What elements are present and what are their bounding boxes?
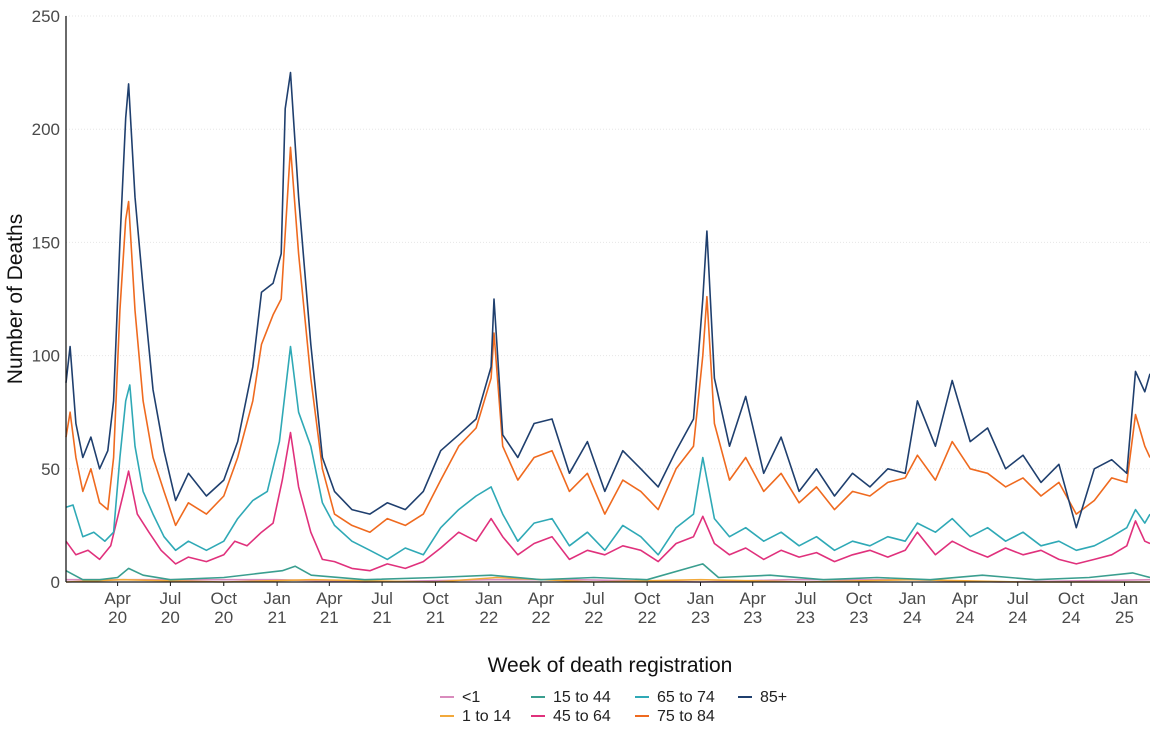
x-tick-label: Jul 21 <box>371 589 393 627</box>
x-tick-label: Jan 23 <box>687 589 714 627</box>
x-tick-label: Jan 21 <box>263 589 290 627</box>
y-tick-label: 100 <box>32 347 60 366</box>
axes <box>65 16 1150 583</box>
legend-label: 75 to 84 <box>657 708 715 725</box>
x-tick-label: Jul 24 <box>1007 589 1029 627</box>
x-tick-label: Oct 24 <box>1058 589 1085 627</box>
y-tick-label: 50 <box>41 460 60 479</box>
legend-label: 45 to 64 <box>553 708 611 725</box>
y-tick-labels: 0 50 100 150 200 250 <box>32 7 60 592</box>
x-tick-label: Apr 23 <box>739 589 766 627</box>
x-tick-label: Apr 22 <box>528 589 555 627</box>
x-tick-label: Oct 23 <box>846 589 873 627</box>
legend-label: 85+ <box>760 689 787 706</box>
series-line-2 <box>65 563 1150 581</box>
x-tick-labels: Apr 20 Jul 20 Oct 20 Jan 21 Apr 21 Jul 21 Oct 21 Jan 22… <box>104 582 1138 627</box>
x-tick-label: Oct 22 <box>634 589 661 627</box>
gridlines <box>66 15 1150 470</box>
x-tick-label: Jul 22 <box>583 589 605 627</box>
x-tick-label: Apr 20 <box>104 589 131 627</box>
y-axis-title: Number of Deaths <box>4 214 27 384</box>
x-tick-label: Jan 22 <box>475 589 502 627</box>
series-line-3 <box>65 431 1150 572</box>
legend-label: 65 to 74 <box>657 689 715 706</box>
series-line-4 <box>65 345 1150 561</box>
y-tick-label: 200 <box>32 120 60 139</box>
y-tick-label: 0 <box>51 573 60 592</box>
series-line-5 <box>65 146 1150 533</box>
y-tick-label: 250 <box>32 7 60 26</box>
x-tick-label: Oct 21 <box>422 589 449 627</box>
x-tick-label: Apr 21 <box>316 589 343 627</box>
legend-label: 15 to 44 <box>553 689 611 706</box>
legend-label: 1 to 14 <box>462 708 511 725</box>
y-tick-label: 150 <box>32 233 60 252</box>
x-tick-label: Oct 20 <box>211 589 238 627</box>
x-tick-label: Apr 24 <box>952 589 979 627</box>
x-tick-label: Jul 23 <box>795 589 817 627</box>
x-tick-label: Jan 25 <box>1111 589 1138 627</box>
legend: <1 1 to 14 15 to 44 45 to 64 65 to 74 75 to 8… <box>440 689 787 725</box>
x-tick-label: Jul 20 <box>160 589 182 627</box>
legend-label: <1 <box>462 689 480 706</box>
x-tick-label: Jan 24 <box>898 589 925 627</box>
x-axis-title: Week of death registration <box>488 654 733 677</box>
series-line-6 <box>65 71 1150 529</box>
series-lines <box>65 71 1150 583</box>
